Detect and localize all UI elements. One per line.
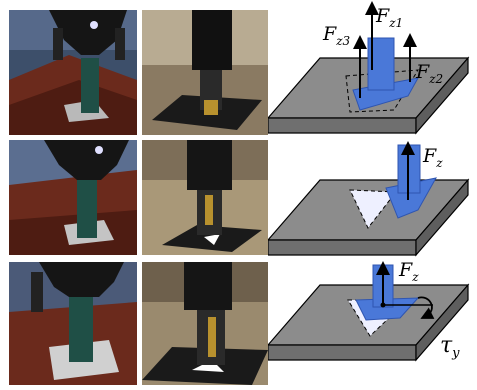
board-front bbox=[268, 117, 417, 134]
sim-photo-bottom bbox=[9, 262, 137, 385]
diagram-torque-contact: Fz τy bbox=[268, 259, 470, 362]
contact-point bbox=[380, 302, 386, 308]
torque-arrow bbox=[417, 296, 435, 319]
hole-white bbox=[349, 189, 397, 229]
board-right bbox=[415, 56, 469, 135]
label-fz: Fz bbox=[422, 145, 443, 170]
sim-photo-middle bbox=[9, 140, 137, 255]
real-photo-top bbox=[142, 10, 268, 135]
label-fz: Fz bbox=[398, 259, 419, 284]
label-fz2: Fz2 bbox=[415, 61, 443, 86]
real-photo-middle bbox=[142, 140, 268, 255]
diagram-edge-contact: Fz bbox=[268, 141, 470, 257]
hole-outline bbox=[345, 69, 419, 113]
peg-flange bbox=[355, 297, 420, 321]
label-fz1: Fz1 bbox=[375, 5, 403, 30]
peg-flange bbox=[352, 77, 419, 111]
label-fz3: Fz3 bbox=[322, 23, 351, 48]
board-right bbox=[415, 283, 469, 362]
board-front bbox=[268, 344, 417, 361]
diagram-three-contact: Fz1 Fz3 Fz2 bbox=[268, 1, 470, 135]
board-right bbox=[415, 178, 469, 257]
real-photo-bottom bbox=[142, 262, 268, 385]
board-front bbox=[268, 239, 417, 256]
sim-photo-top bbox=[9, 10, 137, 135]
contact-diagrams: Fz1 Fz3 Fz2 Fz Fz τy bbox=[268, 1, 470, 362]
label-tau-y: τy bbox=[440, 333, 460, 361]
